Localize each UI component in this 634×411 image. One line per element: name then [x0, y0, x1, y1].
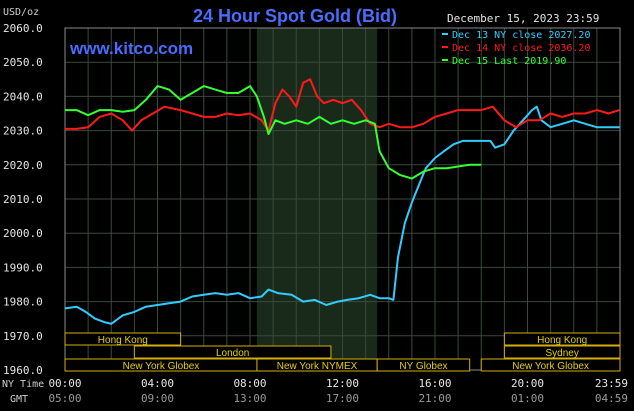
x-tick-label-ny: 23:59 [595, 377, 628, 390]
session-label: Hong Kong [537, 335, 587, 346]
x-tick-label-gmt: 04:59 [595, 392, 628, 405]
series-line-1 [64, 105, 620, 325]
x-tick-label-gmt: 05:00 [48, 392, 81, 405]
session-box [503, 345, 621, 359]
date-label: December 15, 2023 23:59 [447, 12, 599, 25]
x-tick-label-ny: 00:00 [48, 377, 81, 390]
session-box [133, 345, 332, 359]
session-box [480, 358, 621, 372]
x-tick-label-ny: 20:00 [511, 377, 544, 390]
x-tick-label-ny: 08:00 [233, 377, 266, 390]
ny-time-label: NY Time [2, 379, 44, 390]
session-label: Hong Kong [98, 335, 148, 346]
y-tick-label: 2060.0 [3, 22, 43, 35]
x-tick-label-ny: 12:00 [326, 377, 359, 390]
x-tick-label-ny: 16:00 [418, 377, 451, 390]
session-box [64, 332, 182, 346]
x-tick-label-ny: 04:00 [141, 377, 174, 390]
legend-entry: Dec 15 Last 2019.90 [452, 56, 566, 67]
y-tick-label: 1970.0 [3, 330, 43, 343]
y-tick-label: 1960.0 [3, 364, 43, 377]
y-tick-label: 2020.0 [3, 159, 43, 172]
y-axis-unit-label: USD/oz [3, 7, 39, 18]
y-tick-label: 1980.0 [3, 296, 43, 309]
y-tick-label: 2040.0 [3, 90, 43, 103]
y-tick-label: 1990.0 [3, 261, 43, 274]
chart-title: 24 Hour Spot Gold (Bid) [193, 6, 397, 26]
y-tick-label: 2010.0 [3, 193, 43, 206]
series-line-2 [65, 78, 620, 132]
session-label: New York Globex [512, 361, 589, 372]
session-label: NY Globex [399, 361, 447, 372]
series-line-3 [65, 85, 482, 180]
x-tick-label-gmt: 17:00 [326, 392, 359, 405]
gmt-label: GMT [10, 394, 28, 405]
legend-entry: Dec 13 NY close 2027.20 [452, 30, 590, 41]
y-tick-label: 2000.0 [3, 227, 43, 240]
session-label: New York NYMEX [277, 361, 358, 372]
x-tick-label-gmt: 01:00 [511, 392, 544, 405]
y-tick-label: 2050.0 [3, 56, 43, 69]
x-tick-label-gmt: 13:00 [233, 392, 266, 405]
session-box [376, 358, 471, 372]
legend-entry: Dec 14 NY close 2036.20 [452, 43, 590, 54]
session-label: New York Globex [123, 361, 200, 372]
legend: Dec 13 NY close 2027.20 Dec 14 NY close 2… [442, 30, 590, 67]
x-tick-label-gmt: 09:00 [141, 392, 174, 405]
y-tick-label: 2030.0 [3, 125, 43, 138]
x-tick-label-gmt: 21:00 [418, 392, 451, 405]
watermark-url: www.kitco.com [69, 39, 193, 58]
session-label: Sydney [546, 348, 579, 359]
session-box [503, 332, 621, 346]
session-label: London [216, 348, 249, 359]
